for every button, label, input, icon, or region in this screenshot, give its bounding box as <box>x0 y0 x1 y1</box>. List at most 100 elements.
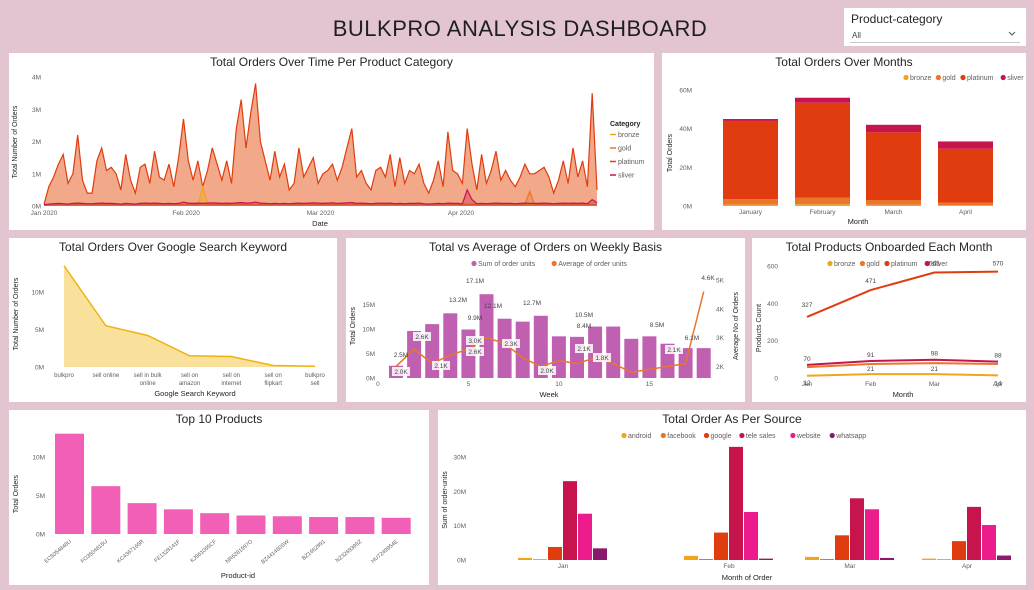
x-tick-label: Apr 2020 <box>448 210 475 217</box>
data-label: 2.1K <box>667 347 681 354</box>
y-axis-label: Total Orders <box>13 474 20 513</box>
bar-google <box>714 532 728 560</box>
chevron-down-icon[interactable] <box>1006 28 1018 40</box>
data-label-bg <box>665 345 683 354</box>
data-label: 17.1M <box>466 278 484 285</box>
product-category-slicer[interactable]: Product-category All <box>844 8 1026 46</box>
y-axis-label: Total Orders <box>350 306 357 345</box>
legend-label: platinum <box>618 159 645 166</box>
y2-tick-label: 3K <box>716 335 725 342</box>
bar-product <box>55 433 84 534</box>
x-tick-label: 15 <box>646 381 654 388</box>
y-tick-label: 5M <box>35 327 44 334</box>
bar-facebook <box>533 559 547 560</box>
data-label: 98 <box>931 351 939 358</box>
legend-label: sliver <box>618 173 635 180</box>
x-tick-label: 10 <box>555 381 563 388</box>
y-axis-label: Total Number of Orders <box>12 105 19 178</box>
y-tick-label: 2M <box>32 139 41 146</box>
bar-week <box>624 338 639 378</box>
data-label: 88 <box>994 353 1002 360</box>
bar-facebook <box>820 558 834 560</box>
data-label: 21 <box>867 366 875 373</box>
data-label: 327 <box>802 302 813 309</box>
x-tick-label: KJ961065CF <box>190 539 219 565</box>
top-products-chart: 0M 5M 10M Total Orders Product-id EC5054848U F… <box>13 433 411 580</box>
y-tick-label: 5M <box>36 493 45 500</box>
bar-week <box>642 336 657 378</box>
series-line-platinum <box>806 270 999 318</box>
y-tick-label: 600 <box>767 264 778 271</box>
bar-bronze <box>938 205 993 206</box>
x-tick-label: HU7249954E <box>370 539 399 565</box>
x-tick-label: FO3504815U <box>80 539 109 565</box>
data-label-bg <box>413 332 431 341</box>
bar-whatsapp <box>593 548 607 560</box>
legend-label: bronze <box>834 261 856 268</box>
data-label: 6.1M <box>685 335 699 342</box>
data-label-bg <box>392 367 410 376</box>
legend-marker <box>960 74 966 81</box>
y-tick-label: 0 <box>774 376 778 383</box>
bar-bronze <box>795 204 850 206</box>
legend-label: Sum of order units <box>478 261 536 268</box>
y-tick-label: 10M <box>32 454 45 461</box>
x-tick-label: Jan <box>558 563 569 570</box>
y-tick-label: 10M <box>362 327 375 334</box>
products-onboarded-panel: Total Products Onboarded Each Month 0 200… <box>752 238 1026 402</box>
legend-marker <box>703 432 710 439</box>
x-tick-label: Jan 2020 <box>31 210 58 217</box>
legend-marker <box>790 432 796 439</box>
bar-product <box>345 517 375 534</box>
bar-product <box>272 516 302 534</box>
legend-marker <box>551 260 557 267</box>
x-tick-label: FE1328141F <box>153 539 182 564</box>
legend-label: platinum <box>891 261 918 268</box>
legend-label: sliver <box>931 261 948 268</box>
legend-marker <box>924 260 930 267</box>
data-label: 9.9M <box>468 315 482 322</box>
y-tick-label: 3M <box>32 107 41 114</box>
x-tick-label: NZ3269399Z <box>335 539 364 565</box>
x-tick-label: Feb 2020 <box>172 210 200 217</box>
data-label: 2.0K <box>540 368 554 375</box>
x-tick-label: March <box>884 209 902 216</box>
legend-marker <box>739 432 745 439</box>
x-tick-label: sell on <box>181 373 198 379</box>
weekly-orders-panel: Total vs Average of Orders on Weekly Bas… <box>346 238 745 402</box>
x-tick-label: EC5054848U <box>44 539 73 565</box>
slicer-value: All <box>852 31 861 40</box>
bar-week <box>588 326 603 378</box>
area-platinum <box>44 83 597 206</box>
bar-gold <box>795 197 850 205</box>
bar-android <box>922 558 936 560</box>
x-axis-label: Date <box>312 219 328 228</box>
legend-label: bronze <box>910 75 932 82</box>
data-label: 2.0K <box>394 369 408 376</box>
data-label: 2.6K <box>468 349 482 356</box>
series-line-sliver <box>43 188 598 206</box>
data-label: 2.6K <box>415 334 429 341</box>
order-source-chart: 0M 10M 20M 30M Sum of order-units Month of Or… <box>442 432 1011 582</box>
data-label: 12.1M <box>484 303 502 310</box>
y-tick-label: 0M <box>683 204 692 211</box>
legend-label: gold <box>942 75 955 82</box>
data-label: 2.1K <box>577 346 591 353</box>
x-tick-label: amazon <box>179 381 200 387</box>
x-axis-label: Month <box>848 217 869 226</box>
y-tick-label: 10M <box>31 290 44 297</box>
y-tick-label: 0M <box>366 376 375 383</box>
y-axis-label: Total Number of Orders <box>13 277 20 350</box>
bar-whatsapp <box>997 555 1011 560</box>
data-label: 12.7M <box>523 300 541 307</box>
x-tick-label: Apr <box>993 381 1004 388</box>
bar-gold <box>866 200 921 205</box>
x-tick-label: 5 <box>467 381 471 388</box>
data-label: 1.8K <box>595 355 609 362</box>
slicer-dropdown[interactable]: All <box>850 28 1020 43</box>
y-tick-label: 20M <box>453 489 466 496</box>
bar-whatsapp <box>759 558 773 560</box>
legend-label: whatsapp <box>835 433 866 440</box>
data-label: 21 <box>931 366 939 373</box>
bar-tele-sales <box>967 506 981 560</box>
